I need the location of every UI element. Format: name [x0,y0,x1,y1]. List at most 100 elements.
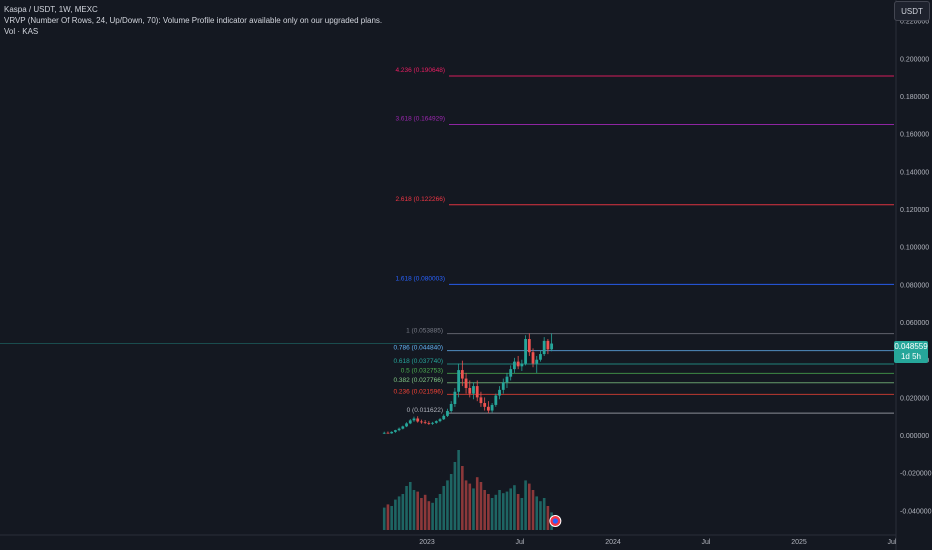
volume-bar [501,493,505,530]
volume-bar [386,504,390,530]
candle-body [550,343,554,350]
fib-level-label: 0.786 (0.044840) [393,345,443,352]
fib-level-label: 1.618 (0.080003) [395,275,445,282]
candle-body [539,354,542,360]
price-tick-label: 0.220000 [900,19,929,26]
fib-level-label: 0.618 (0.037740) [393,358,443,365]
volume-bar [442,486,446,530]
volume-indicator-label[interactable]: Vol · KAS [4,27,39,36]
volume-bar [483,490,486,530]
candle-body [490,404,494,411]
candle-body [524,339,527,364]
candle-body [494,395,498,405]
candle-body [390,431,394,434]
volume-bar [479,482,483,530]
candle-body [405,423,408,427]
volume-bar [408,482,412,530]
volume-bar [401,494,405,530]
candle-body [501,382,505,390]
event-marker-icon-inner [552,518,558,524]
candle-body [453,391,457,404]
volume-bar [542,498,546,530]
volume-bar [435,498,438,530]
volume-bar [449,474,453,530]
volume-bar [423,494,427,530]
price-tick-label: 0.160000 [900,132,929,139]
candle-body [449,403,453,411]
volume-bar [494,494,498,530]
candle-body [531,352,535,364]
candle-body [457,370,461,392]
candle-body [505,376,509,383]
volume-bar [520,498,524,530]
fib-level-label: 4.236 (0.190648) [395,67,445,74]
candle-body [431,422,434,424]
fib-level-label: 2.618 (0.122266) [395,196,445,203]
volume-bar [490,498,494,530]
volume-bar [382,507,386,530]
symbol-title[interactable]: Kaspa / USDT, 1W, MEXC [4,5,98,14]
fib-level-label: 0 (0.011622) [407,407,443,414]
volume-bar [446,480,449,530]
candle-body [468,387,472,394]
candle-body [412,418,416,421]
volume-bar [524,480,527,530]
candle-body [408,420,412,424]
volume-bar [505,491,509,530]
fib-level-label: 0.236 (0.021596) [393,388,443,395]
candle-body [546,340,550,350]
volume-bar [546,506,550,530]
volume-bar [390,506,393,530]
candle-body [442,415,446,420]
candle-body [475,386,479,398]
time-tick-label: Jul [888,539,897,546]
volume-bar [394,499,397,530]
volume-bar [475,477,479,530]
price-tick-label: 0.080000 [900,282,929,289]
volume-bar [461,466,464,530]
time-tick-label: Jul [702,539,711,546]
price-tick-label: 0.020000 [900,395,929,402]
time-axis[interactable]: 2023Jul2024Jul2025Jul2026Jul2027Jul202 [419,539,932,546]
candle-body [460,370,464,379]
time-tick-label: Jul [516,539,525,546]
candle-body [479,397,483,404]
volume-bar [498,490,501,530]
volume-bar [453,462,457,530]
volume-bar [405,486,408,530]
volume-bar [438,494,442,530]
time-tick-label: 2023 [419,539,435,546]
candle-body [427,423,431,424]
volume-bar [528,483,531,530]
volume-bar [412,490,416,530]
volume-bars [382,450,553,530]
volume-bar [516,494,520,530]
volume-bar [431,502,434,530]
fib-level-label: 1 (0.053885) [406,328,443,335]
candle-body [420,421,423,423]
candle-body [464,378,468,388]
price-tick-label: 0.200000 [900,56,929,63]
volume-bar [487,494,490,530]
fib-extension[interactable]: 4.236 (0.190648) 3.618 (0.164929) 2.618 (0… [0,67,894,414]
candle-body [446,410,449,416]
candle-body [438,419,442,422]
candle-body [527,339,531,353]
volume-bar [539,501,542,530]
currency-selector[interactable]: USDT [894,1,930,21]
candle-body [486,406,490,411]
candle-body [535,359,539,364]
price-tick-label: 0.000000 [900,433,929,440]
volume-bar [509,488,512,530]
volume-bar [513,485,516,530]
price-tick-label: -0.040000 [900,508,932,515]
price-tick-label: 0.060000 [900,320,929,327]
price-axis[interactable]: 0.220000 0.200000 0.180000 0.160000 0.140000… [900,19,932,516]
vrvp-indicator-label[interactable]: VRVP (Number Of Rows, 24, Up/Down, 70): … [4,16,383,25]
candle-body [472,386,475,394]
fib-level-label: 0.5 (0.032753) [401,367,443,374]
candle-body [416,418,420,422]
volume-bar [457,450,460,530]
candle-body [520,363,524,367]
